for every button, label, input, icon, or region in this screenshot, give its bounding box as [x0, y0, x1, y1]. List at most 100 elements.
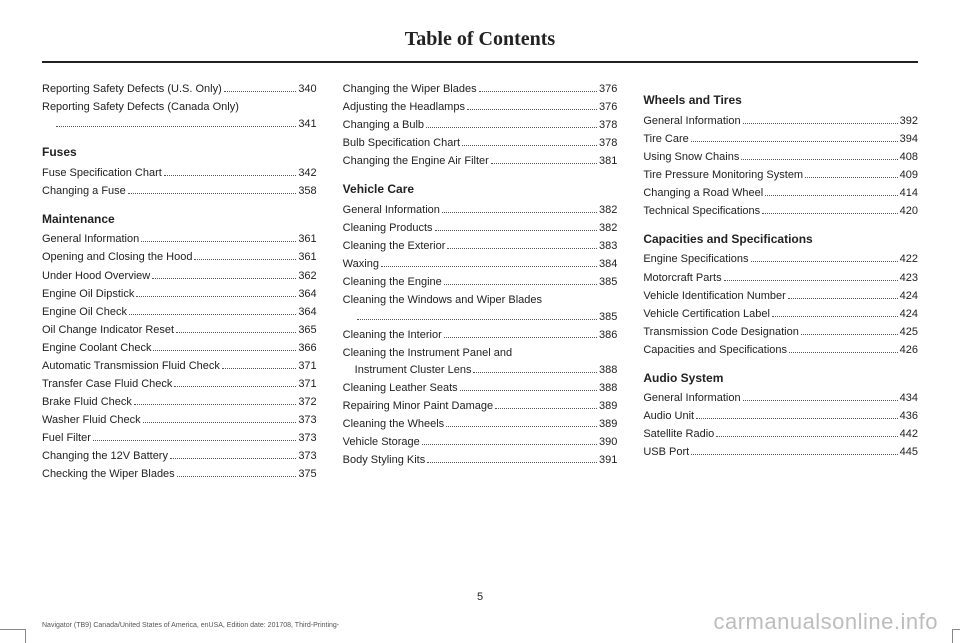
toc-entry-page: 425: [900, 324, 918, 341]
toc-entry-label: Cleaning the Exterior: [343, 238, 446, 255]
toc-entry-label: Cleaning the Wheels: [343, 416, 445, 433]
toc-dots: [765, 195, 897, 196]
toc-dots: [194, 259, 296, 260]
toc-entry: Changing a Fuse358: [42, 183, 317, 200]
toc-entry-label: Engine Specifications: [643, 251, 748, 268]
toc-entry: General Information 382: [343, 202, 618, 219]
toc-dots: [772, 316, 898, 317]
crop-mark-left: [0, 629, 26, 643]
toc-entry-label: Fuel Filter: [42, 430, 91, 447]
toc-entry-page: 414: [900, 185, 918, 202]
toc-entry: Waxing384: [343, 256, 618, 273]
toc-entry-label: Engine Coolant Check: [42, 340, 151, 357]
footer-metadata: Navigator (TB9) Canada/United States of …: [42, 622, 339, 629]
toc-dots: [444, 337, 597, 338]
toc-entry: USB Port445: [643, 444, 918, 461]
toc-dots: [473, 372, 597, 373]
section-heading: Fuses: [42, 143, 317, 162]
toc-entry-page: 364: [298, 286, 316, 303]
toc-entry: Changing the Engine Air Filter381: [343, 153, 618, 170]
watermark: carmanualsonline.info: [713, 609, 938, 635]
toc-entry-label: Washer Fluid Check: [42, 412, 141, 429]
toc-entry-page: 366: [298, 340, 316, 357]
toc-entry-label: General Information: [643, 113, 740, 130]
toc-entry: Engine Oil Check364: [42, 304, 317, 321]
toc-dots: [170, 458, 296, 459]
toc-dots: [128, 193, 297, 194]
toc-entry-page: 365: [298, 322, 316, 339]
toc-entry-page: 394: [900, 131, 918, 148]
toc-entry-label: Bulb Specification Chart: [343, 135, 460, 152]
toc-entry-label: Instrument Cluster Lens: [355, 362, 472, 379]
toc-entry-page: 424: [900, 288, 918, 305]
toc-entry: Fuel Filter373: [42, 430, 317, 447]
toc-entry: Audio Unit436: [643, 408, 918, 425]
toc-entry-label: Engine Oil Dipstick: [42, 286, 134, 303]
page-number: 5: [0, 591, 960, 603]
toc-entry-page: 372: [298, 394, 316, 411]
toc-dots: [153, 350, 296, 351]
toc-entry-label: Reporting Safety Defects (U.S. Only): [42, 81, 222, 98]
toc-entry: Transmission Code Designation 425: [643, 324, 918, 341]
toc-dots: [724, 280, 898, 281]
toc-entry-label: Waxing: [343, 256, 379, 273]
toc-entry: Automatic Transmission Fluid Check371: [42, 358, 317, 375]
toc-entry-page: 434: [900, 390, 918, 407]
toc-dots: [143, 422, 297, 423]
toc-entry-page: 385: [599, 309, 617, 326]
toc-entry-label: Audio Unit: [643, 408, 694, 425]
toc-entry-label: Transfer Case Fluid Check: [42, 376, 172, 393]
toc-dots: [174, 386, 296, 387]
toc-entry-label: Vehicle Storage: [343, 434, 420, 451]
toc-dots: [691, 454, 897, 455]
toc-entry: Brake Fluid Check372: [42, 394, 317, 411]
toc-entry-page: 389: [599, 416, 617, 433]
section-heading: Capacities and Specifications: [643, 230, 918, 249]
toc-entry-page: 383: [599, 238, 617, 255]
toc-entry-label: Changing the 12V Battery: [42, 448, 168, 465]
toc-dots: [495, 408, 597, 409]
toc-entry: Opening and Closing the Hood361: [42, 249, 317, 266]
toc-entry: Cleaning the Wheels 389: [343, 416, 618, 433]
toc-entry-label: Engine Oil Check: [42, 304, 127, 321]
toc-dots: [691, 141, 898, 142]
toc-entry: Reporting Safety Defects (U.S. Only)340: [42, 81, 317, 98]
toc-dots: [164, 175, 296, 176]
toc-entry-label: Vehicle Identification Number: [643, 288, 785, 305]
toc-entry: Technical Specifications420: [643, 203, 918, 220]
toc-entry: Satellite Radio 442: [643, 426, 918, 443]
toc-entry-page: 426: [900, 342, 918, 359]
section-heading: Audio System: [643, 369, 918, 388]
toc-entry-page: 442: [900, 426, 918, 443]
toc-entry: Engine Specifications422: [643, 251, 918, 268]
toc-entry: Vehicle Certification Label424: [643, 306, 918, 323]
section-heading: Vehicle Care: [343, 180, 618, 199]
toc-dots: [129, 314, 296, 315]
toc-entry: Changing the 12V Battery373: [42, 448, 317, 465]
toc-entry-page: 420: [900, 203, 918, 220]
toc-dots: [741, 159, 897, 160]
toc-entry-page: 362: [298, 268, 316, 285]
toc-columns: Reporting Safety Defects (U.S. Only)340R…: [42, 81, 918, 484]
toc-dots: [426, 127, 597, 128]
toc-entry-label: Opening and Closing the Hood: [42, 249, 192, 266]
toc-entry-page: 373: [298, 412, 316, 429]
toc-entry: Tire Pressure Monitoring System409: [643, 167, 918, 184]
toc-entry-label: Using Snow Chains: [643, 149, 739, 166]
toc-entry-label: Satellite Radio: [643, 426, 714, 443]
toc-entry-label: Checking the Wiper Blades: [42, 466, 175, 483]
toc-entry: Capacities and Specifications426: [643, 342, 918, 359]
toc-entry-label: General Information: [343, 202, 440, 219]
toc-dots: [491, 163, 597, 164]
toc-entry-label: Changing a Road Wheel: [643, 185, 763, 202]
toc-entry-page: 445: [900, 444, 918, 461]
toc-entry-label: Fuse Specification Chart: [42, 165, 162, 182]
toc-entry: Motorcraft Parts423: [643, 270, 918, 287]
toc-entry-label: Transmission Code Designation: [643, 324, 799, 341]
toc-entry-page: 361: [298, 231, 316, 248]
toc-entry-page: 382: [599, 202, 617, 219]
toc-dots: [381, 266, 597, 267]
toc-dots: [716, 436, 897, 437]
toc-dots: [93, 440, 296, 441]
toc-dots: [141, 241, 296, 242]
